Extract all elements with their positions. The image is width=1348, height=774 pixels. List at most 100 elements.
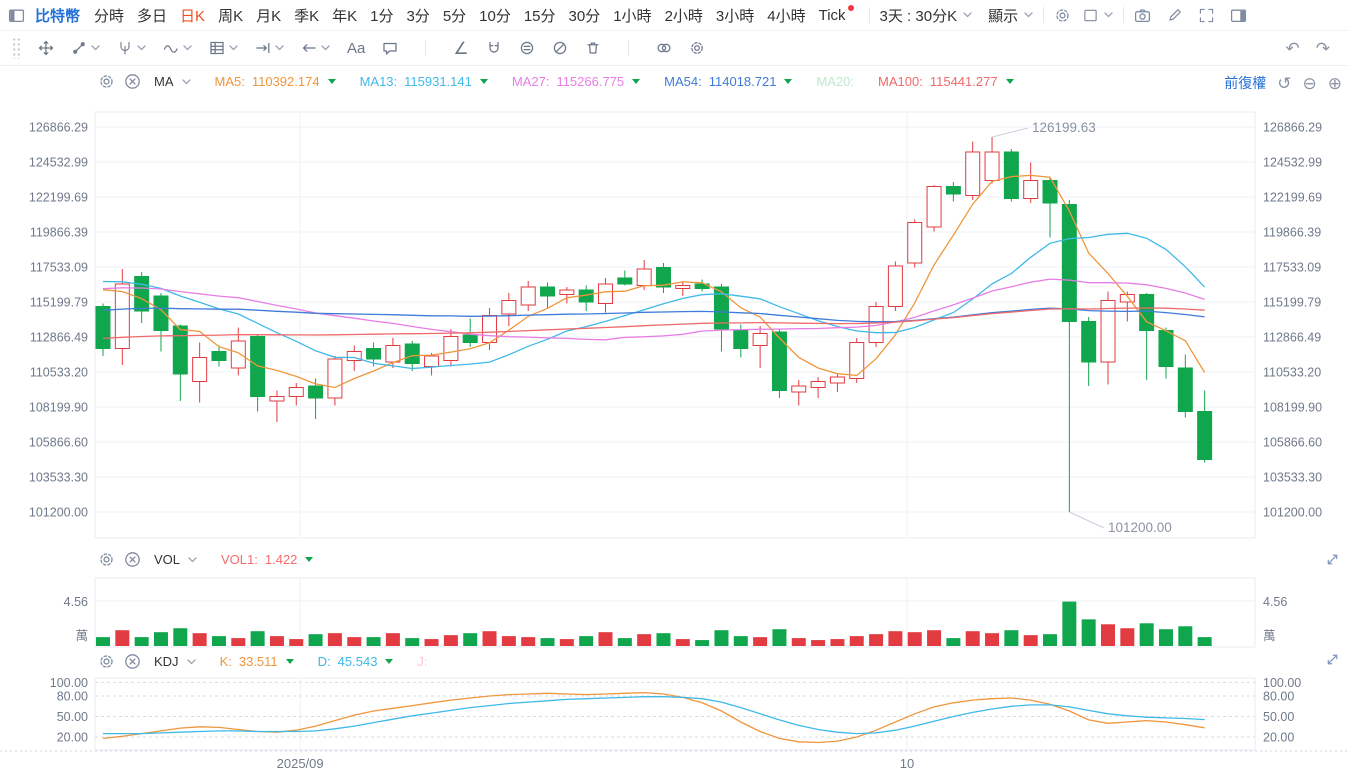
svg-text:80.00: 80.00 (1263, 690, 1294, 704)
tab-rik[interactable]: 日K (180, 7, 206, 25)
tab-1min[interactable]: 1分 (370, 7, 394, 25)
vol-expand-icon[interactable] (1325, 552, 1340, 572)
draw-settings[interactable] (689, 40, 705, 56)
measure-tools[interactable] (255, 40, 284, 56)
layout-select-dropdown[interactable] (1083, 8, 1113, 23)
volume-panel[interactable] (94, 577, 1256, 648)
fib-tools[interactable] (209, 40, 238, 56)
svg-text:萬: 萬 (1263, 629, 1276, 643)
chart-controls: 前復權 ↺ ⊖ ⊕ (1224, 73, 1342, 93)
symbol-name[interactable]: 比特幣 (35, 7, 81, 25)
indicator-name: MA (154, 74, 174, 89)
hide-tool[interactable] (552, 40, 568, 56)
tab-niank[interactable]: 年K (332, 7, 358, 25)
tab-fenshi[interactable]: 分時 (94, 7, 125, 25)
chevron-down-icon[interactable] (181, 78, 191, 85)
svg-text:20.00: 20.00 (57, 731, 88, 745)
drag-handle[interactable] (12, 37, 21, 59)
tab-yuek[interactable]: 月K (256, 7, 282, 25)
tab-2h[interactable]: 2小時 (664, 7, 703, 25)
tab-duori[interactable]: 多日 (137, 7, 168, 25)
panel-right-icon[interactable] (1230, 7, 1247, 24)
magnet-tool[interactable] (486, 40, 502, 56)
ma-settings-gear-icon[interactable] (98, 73, 115, 90)
main-panel[interactable] (94, 111, 1256, 539)
kdj-expand-icon[interactable] (1325, 652, 1340, 672)
ma-close-icon[interactable] (124, 73, 141, 90)
tab-3min[interactable]: 3分 (406, 7, 430, 25)
tab-30min[interactable]: 30分 (568, 7, 601, 25)
adjust-mode-button[interactable]: 前復權 (1224, 75, 1267, 91)
divider (627, 40, 629, 56)
indicator-name: KDJ (154, 654, 179, 669)
svg-text:2025/09: 2025/09 (277, 756, 324, 771)
chevron-down-icon[interactable] (188, 556, 197, 563)
camera-icon[interactable] (1134, 7, 1151, 24)
chevron-down-icon (963, 12, 972, 18)
restore-icon[interactable]: ↺ (1277, 73, 1292, 93)
tab-jik[interactable]: 季K (294, 7, 320, 25)
shape-tools[interactable] (117, 40, 146, 56)
tab-3h[interactable]: 3小時 (715, 7, 755, 25)
move-tool[interactable] (38, 40, 54, 56)
window-split-icon[interactable] (8, 7, 25, 24)
text-tool[interactable]: Aa (347, 39, 366, 57)
svg-text:105866.60: 105866.60 (1263, 436, 1322, 450)
kdj-panel[interactable] (94, 677, 1256, 751)
svg-text:126866.29: 126866.29 (1263, 121, 1322, 135)
candles-layer[interactable] (95, 137, 1213, 512)
zoom-in-icon[interactable]: ⊕ (1327, 73, 1342, 93)
svg-text:100.00: 100.00 (1263, 676, 1301, 690)
tab-5min[interactable]: 5分 (442, 7, 467, 25)
compare-tool[interactable] (656, 40, 672, 56)
undo-icon[interactable]: ↶ (1285, 38, 1300, 58)
tab-zhouk[interactable]: 周K (218, 7, 244, 25)
delete-tool[interactable] (585, 40, 601, 56)
svg-text:112866.49: 112866.49 (30, 331, 88, 345)
kdj-settings-gear-icon[interactable] (98, 653, 115, 670)
divider (868, 7, 870, 23)
divider (425, 40, 427, 56)
tab-tick[interactable]: Tick (819, 4, 854, 24)
chevron-down-icon[interactable] (186, 658, 196, 665)
svg-text:117533.09: 117533.09 (1263, 261, 1321, 275)
indicator-name: VOL (154, 552, 181, 567)
ma-indicator-legend: MA MA5: 110392.174 MA13: 115931.141 MA27: 115… (98, 73, 1014, 90)
zoom-out-icon[interactable]: ⊖ (1302, 73, 1317, 93)
kdj-k-line (102, 691, 1205, 744)
ma-ma5-value: 110392.174 (251, 74, 320, 89)
tab-1h[interactable]: 1小時 (613, 7, 652, 25)
volume-bars-layer[interactable]: 4.56 萬 4.56 萬 (64, 595, 1288, 646)
display-dropdown[interactable]: 顯示 (988, 5, 1033, 26)
tab-4h[interactable]: 4小時 (767, 7, 806, 25)
redo-icon[interactable]: ↷ (1315, 38, 1330, 58)
svg-text:122199.69: 122199.69 (1263, 191, 1322, 205)
settings-icon[interactable] (1054, 7, 1071, 24)
divider (1043, 7, 1045, 23)
tab-15min[interactable]: 15分 (523, 7, 556, 25)
svg-text:101200.00: 101200.00 (1108, 520, 1172, 535)
vol-settings-gear-icon[interactable] (98, 551, 115, 568)
draw-mode-tool[interactable] (519, 40, 535, 56)
pencil-icon[interactable] (1167, 7, 1183, 23)
kdj-d-value: 45.543 (337, 654, 378, 669)
vol-close-icon[interactable] (124, 551, 141, 568)
tab-10min[interactable]: 10分 (479, 7, 511, 25)
svg-text:10: 10 (900, 756, 914, 771)
ma-ma100-label: MA100: (878, 74, 923, 89)
fullscreen-icon[interactable] (1199, 8, 1214, 23)
display-label: 顯示 (988, 7, 1019, 25)
angle-tool[interactable]: ∠ (453, 38, 469, 58)
comment-tool[interactable] (382, 40, 398, 56)
svg-text:50.00: 50.00 (57, 710, 88, 724)
wave-tools[interactable] (163, 40, 192, 56)
line-tools[interactable] (71, 40, 100, 56)
arrow-tools[interactable] (301, 40, 330, 56)
triangle-down-icon (479, 79, 488, 84)
svg-text:119866.39: 119866.39 (30, 226, 88, 240)
candle-mode-dropdown[interactable]: 3天 : 30分K (880, 5, 973, 26)
kdj-k-label: K: (219, 654, 232, 669)
kdj-close-icon[interactable] (124, 653, 141, 670)
svg-text:萬: 萬 (75, 629, 88, 643)
